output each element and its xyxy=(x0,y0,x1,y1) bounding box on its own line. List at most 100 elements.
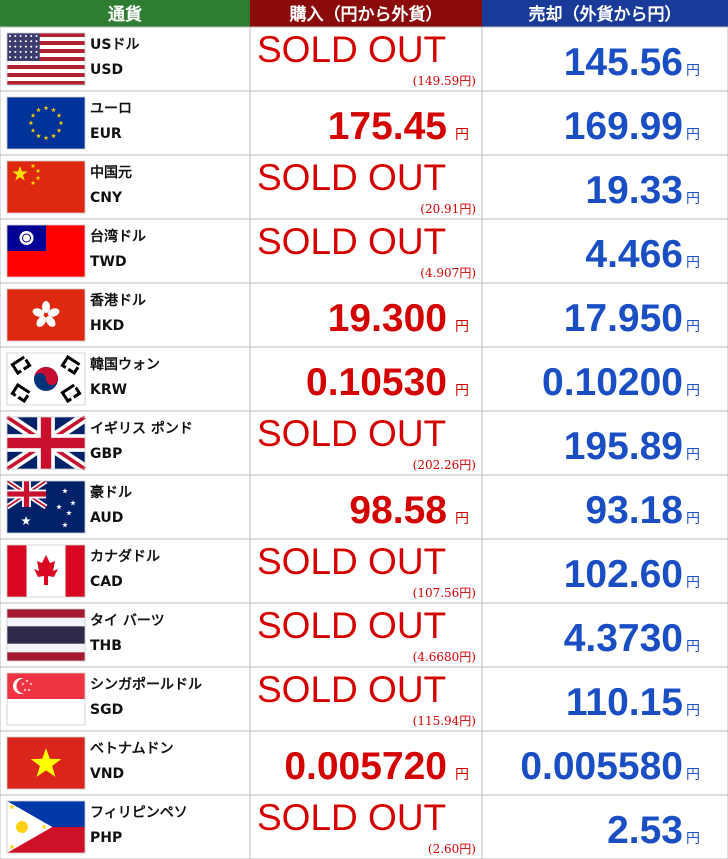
unit: 円 xyxy=(455,383,469,399)
flag-part xyxy=(7,33,85,38)
buy-note: (4.907円) xyxy=(420,266,476,280)
flag-star xyxy=(9,56,11,59)
unit: 円 xyxy=(686,831,700,847)
buy-note: (202.26円) xyxy=(413,458,476,472)
flag-part xyxy=(7,65,85,70)
flag-star xyxy=(30,56,33,59)
flag-star xyxy=(51,133,56,139)
unit: 円 xyxy=(455,767,469,783)
currency-name: カナダドル xyxy=(90,548,160,565)
flag xyxy=(6,96,86,150)
unit: 円 xyxy=(686,575,700,591)
flag-star xyxy=(56,504,62,510)
row-bg xyxy=(0,346,728,412)
sell-rate: 169.99 xyxy=(564,105,683,148)
flag xyxy=(5,478,86,534)
flag-star xyxy=(21,516,31,525)
currency-name: 台湾ドル xyxy=(90,228,146,245)
unit: 円 xyxy=(455,319,469,335)
sell-rate: 4.466 xyxy=(585,233,683,276)
unit: 円 xyxy=(686,767,700,783)
flag xyxy=(6,160,86,214)
flag-star xyxy=(24,35,27,37)
flag xyxy=(6,672,86,726)
currency-code: SGD xyxy=(90,702,123,718)
flag-part xyxy=(45,316,56,327)
flag-star xyxy=(35,45,38,48)
row-bg xyxy=(0,90,728,156)
sell-rate: 110.15 xyxy=(566,681,683,724)
flag-star xyxy=(19,45,22,48)
flag-star xyxy=(24,45,27,48)
unit: 円 xyxy=(455,511,469,527)
flag-part xyxy=(60,382,82,404)
flag-part xyxy=(7,97,85,149)
row-bg xyxy=(0,410,728,476)
flag-star xyxy=(43,135,49,141)
flag-star xyxy=(30,180,36,185)
flag-border xyxy=(6,160,86,214)
buy-note: (115.94円) xyxy=(413,714,476,728)
flag-star xyxy=(14,50,17,53)
currency-name: フィリピンペソ xyxy=(90,805,188,821)
flag xyxy=(6,32,86,86)
flag-part xyxy=(47,308,60,317)
flag-star xyxy=(30,40,33,43)
flag-part xyxy=(7,626,85,644)
flag-star xyxy=(19,35,22,37)
flag-star xyxy=(9,804,15,810)
flag-part xyxy=(23,234,30,242)
flag-star xyxy=(29,682,33,686)
buy-rate: 98.58 xyxy=(349,489,447,532)
row-bg xyxy=(0,538,728,604)
header-cell xyxy=(250,0,482,27)
currency-code: THB xyxy=(90,638,122,654)
flag-part xyxy=(7,81,85,86)
flag xyxy=(6,224,86,278)
sold-out: SOLD OUT xyxy=(257,221,446,262)
flag-part xyxy=(7,161,85,213)
flag-part xyxy=(7,41,85,46)
unit: 円 xyxy=(686,511,700,527)
currency-name: 中国元 xyxy=(90,164,132,181)
sold-out: SOLD OUT xyxy=(257,669,446,710)
row-bg xyxy=(0,602,728,668)
unit: 円 xyxy=(686,447,700,463)
currency-code: TWD xyxy=(90,254,127,270)
flag-star xyxy=(30,127,36,133)
currency-name: イギリス ポンド xyxy=(90,420,193,437)
currency-code: HKD xyxy=(90,318,124,334)
flag-part xyxy=(32,308,45,317)
flag-canton xyxy=(5,478,48,510)
currency-name: シンガポールドル xyxy=(90,676,202,693)
flag-part xyxy=(7,69,85,74)
sold-out: SOLD OUT xyxy=(257,29,446,70)
sold-out: SOLD OUT xyxy=(257,413,446,454)
buy-note: (149.59円) xyxy=(413,74,476,88)
flag-star xyxy=(24,56,27,59)
currency-code: KRW xyxy=(90,382,127,398)
buy-rate: 0.005720 xyxy=(284,745,447,788)
flag-part xyxy=(60,354,82,376)
flag-part xyxy=(10,382,32,404)
flag-part xyxy=(7,33,40,61)
flag-part xyxy=(7,545,27,597)
flag-star xyxy=(23,688,27,692)
unit: 円 xyxy=(455,127,469,143)
flag-part xyxy=(7,491,46,497)
flag-star xyxy=(28,120,34,126)
flag-part xyxy=(7,37,85,42)
header-text: 購入（円から外貨） xyxy=(290,4,443,25)
flag-part xyxy=(7,437,85,449)
flag xyxy=(6,736,86,790)
flag-star xyxy=(9,844,15,850)
flag xyxy=(6,288,86,342)
currency-name: 香港ドル xyxy=(89,292,146,309)
flag-part xyxy=(65,545,85,597)
flag xyxy=(6,544,86,598)
currency-name: 韓国ウォン xyxy=(90,356,160,373)
flag-star xyxy=(58,120,64,126)
sell-rate: 102.60 xyxy=(564,553,683,596)
flag-part xyxy=(34,367,58,385)
flag-star xyxy=(35,168,41,173)
